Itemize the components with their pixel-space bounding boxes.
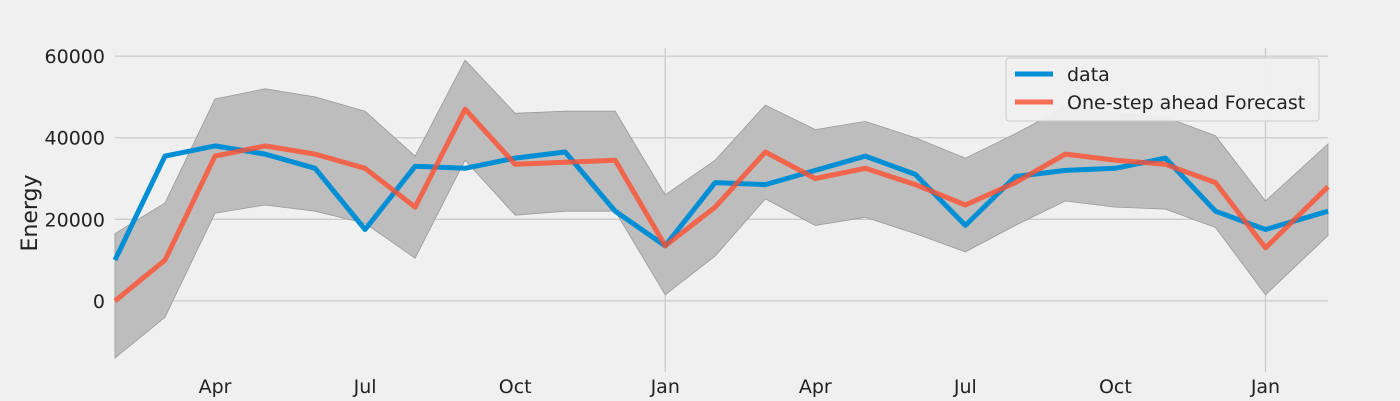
- x-tick-label: Jan: [650, 376, 680, 398]
- y-tick-label: 40000: [45, 128, 105, 150]
- confidence-band: [114, 59, 1329, 359]
- y-tick-label: 60000: [45, 46, 105, 68]
- series-line-1: [113, 106, 1330, 303]
- y-axis-ticks: 0 20000 40000 60000: [45, 46, 105, 313]
- series-lines: [112, 106, 1330, 303]
- x-tick-label: Jul: [353, 376, 377, 398]
- x-tick-label: Apr: [199, 376, 232, 398]
- confidence-interval-band: [114, 59, 1329, 359]
- x-tick-label: Jul: [953, 376, 977, 398]
- legend: data One-step ahead Forecast: [1005, 57, 1320, 122]
- y-tick-label: 0: [93, 291, 105, 313]
- x-axis-ticks: Apr Jul Oct Jan Apr Jul Oct Jan: [199, 376, 1281, 398]
- y-tick-label: 20000: [45, 209, 105, 231]
- legend-label-0: data: [1067, 64, 1110, 86]
- legend-label-1: One-step ahead Forecast: [1067, 92, 1305, 114]
- x-tick-label: Jan: [1250, 376, 1280, 398]
- y-axis-label: Energy: [18, 174, 43, 251]
- x-tick-label: Oct: [1099, 376, 1132, 398]
- x-tick-label: Apr: [799, 376, 832, 398]
- legend-box: [1005, 57, 1320, 122]
- x-tick-label: Oct: [499, 376, 532, 398]
- series-line-0: [112, 143, 1329, 262]
